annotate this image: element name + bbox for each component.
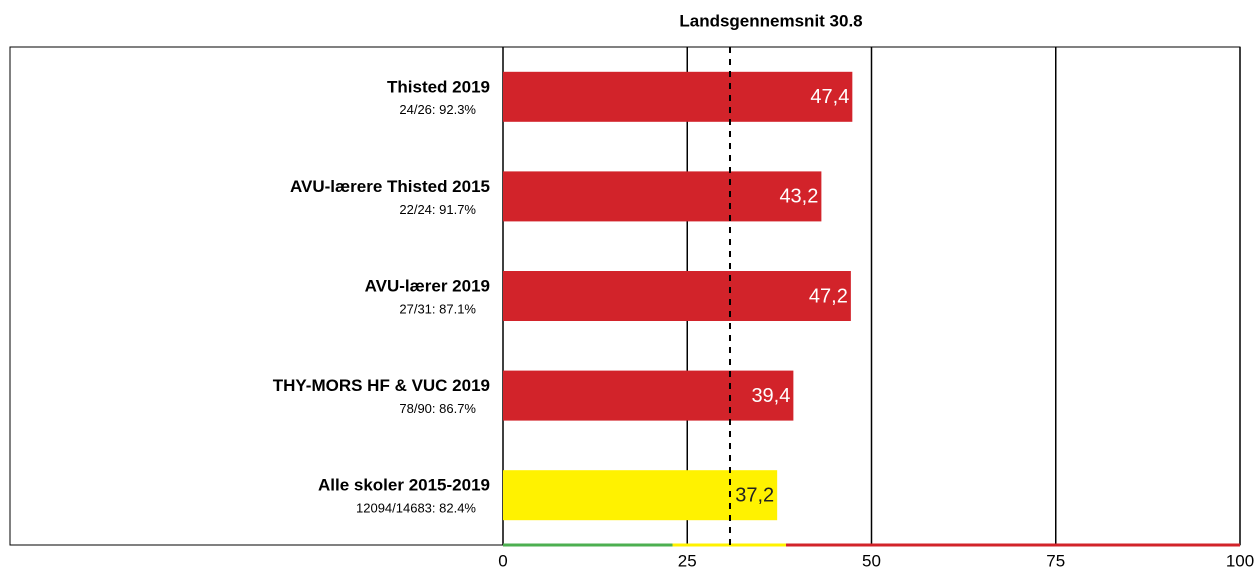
category-subtitle: 22/24: 91.7%	[399, 202, 476, 217]
value-label: 43,2	[779, 186, 818, 208]
category-subtitle: 27/31: 87.1%	[399, 301, 476, 316]
value-label: 47,4	[810, 86, 849, 108]
bar	[503, 171, 822, 222]
bar	[503, 370, 794, 421]
bar	[503, 470, 778, 521]
category-label: Alle skoler 2015-2019	[318, 476, 490, 495]
x-tick-label: 75	[1046, 551, 1065, 570]
category-label: AVU-lærer 2019	[365, 276, 490, 295]
category-subtitle: 12094/14683: 82.4%	[356, 501, 476, 516]
category-subtitle: 78/90: 86.7%	[399, 401, 476, 416]
chart-title: Landsgennemsnit 30.8	[679, 11, 862, 30]
x-tick-label: 0	[498, 551, 507, 570]
x-tick-label: 100	[1226, 551, 1254, 570]
x-tick-label: 25	[678, 551, 697, 570]
value-label: 47,2	[809, 285, 848, 307]
category-label: AVU-lærere Thisted 2015	[290, 177, 490, 196]
category-label: THY-MORS HF & VUC 2019	[273, 376, 490, 395]
category-subtitle: 24/26: 92.3%	[399, 102, 476, 117]
x-tick-label: 50	[862, 551, 881, 570]
value-label: 37,2	[735, 484, 774, 506]
value-label: 39,4	[751, 385, 790, 407]
bar	[503, 271, 851, 321]
category-label: Thisted 2019	[387, 77, 490, 96]
bar	[503, 71, 853, 122]
